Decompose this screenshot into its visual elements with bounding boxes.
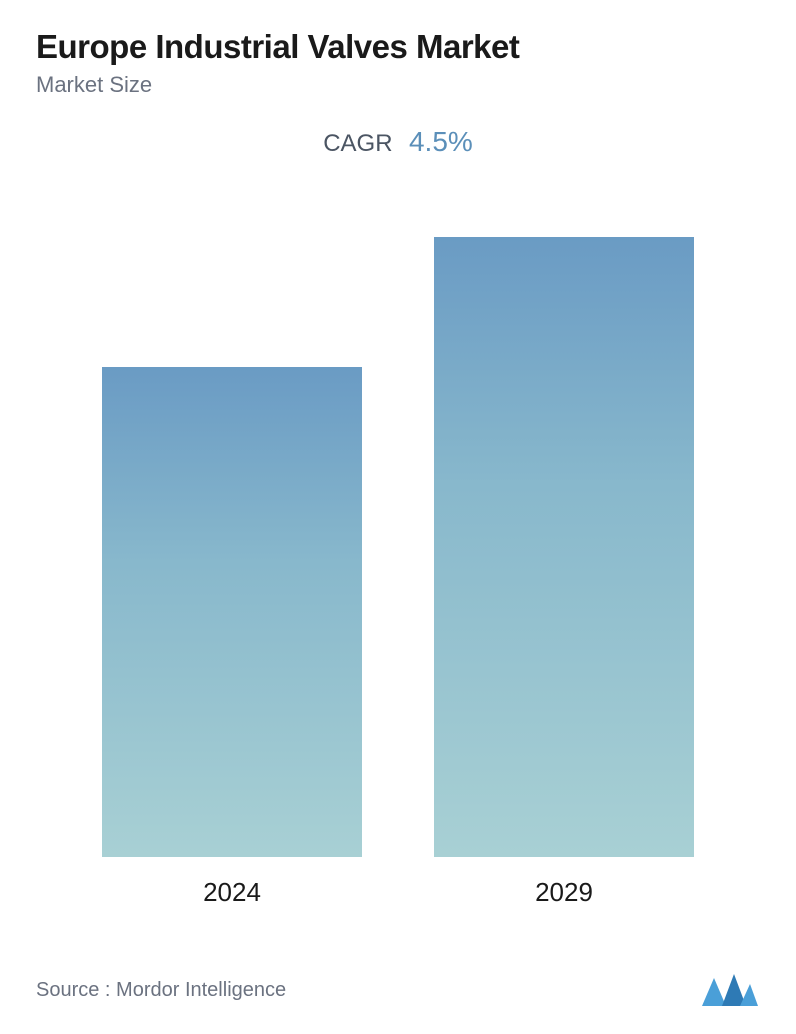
bar-group-0: 2024 xyxy=(102,367,362,908)
brand-logo-icon xyxy=(700,970,760,1010)
chart-subtitle: Market Size xyxy=(36,72,760,98)
chart-area: 2024 2029 xyxy=(36,228,760,908)
footer: Source : Mordor Intelligence xyxy=(36,970,760,1010)
cagr-value: 4.5% xyxy=(409,126,473,157)
bar-label-1: 2029 xyxy=(535,877,593,908)
bar-1 xyxy=(434,237,694,857)
source-text: Source : Mordor Intelligence xyxy=(36,979,286,1002)
bar-0 xyxy=(102,367,362,857)
bar-group-1: 2029 xyxy=(434,237,694,908)
chart-title: Europe Industrial Valves Market xyxy=(36,28,760,66)
bar-label-0: 2024 xyxy=(203,877,261,908)
cagr-row: CAGR 4.5% xyxy=(36,126,760,158)
cagr-label: CAGR xyxy=(323,130,392,157)
